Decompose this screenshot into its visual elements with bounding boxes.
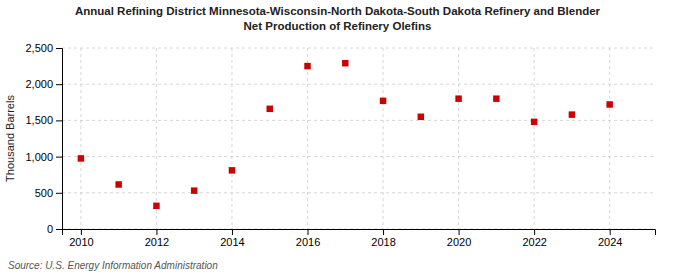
x-grid-line <box>458 48 459 229</box>
y-tick-mark <box>56 193 62 194</box>
x-tick-mark <box>308 229 309 235</box>
x-grid-line <box>383 48 384 229</box>
y-tick: 1,500 <box>25 114 62 126</box>
y-tick-mark <box>56 120 62 121</box>
y-grid-line <box>62 192 655 193</box>
y-tick-label: 2,000 <box>25 78 53 90</box>
x-tick: 2016 <box>296 229 320 248</box>
y-tick-label: 500 <box>35 187 53 199</box>
x-grid-line <box>609 48 610 229</box>
title: Annual Refining District Minnesota-Wisco… <box>75 5 601 17</box>
x-tick-label: 2020 <box>447 236 471 248</box>
point <box>266 106 272 112</box>
x-tick: 2024 <box>598 229 622 248</box>
points <box>78 60 613 209</box>
x-tick-label: 2022 <box>522 236 546 248</box>
point <box>569 111 575 117</box>
y-tick: 500 <box>35 187 62 199</box>
x-tick-mark <box>383 229 384 235</box>
y-axis: 0 500 1,000 1,500 2,000 2,500 <box>25 42 62 235</box>
x-tick: 2020 <box>447 229 471 248</box>
point <box>191 187 197 193</box>
x-tick-mark <box>610 229 611 235</box>
y-grid-line <box>62 156 655 157</box>
chart-container: Annual Refining District Minnesota-Wisco… <box>0 0 675 275</box>
title-group: Annual Refining District Minnesota-Wisco… <box>75 5 601 32</box>
point <box>229 167 235 173</box>
y-tick-mark <box>56 229 62 230</box>
y-grid-line <box>62 48 655 49</box>
x-tick-label: 2016 <box>296 236 320 248</box>
x-tick-mark <box>81 229 82 235</box>
x-axis: 2010 2012 2014 2016 2018 2020 2022 2024 <box>63 229 656 248</box>
y-tick-label: 2,500 <box>25 42 53 54</box>
y-tick: 2,500 <box>25 42 62 54</box>
x-tick-label: 2024 <box>598 236 622 248</box>
point <box>115 181 121 187</box>
y-tick-label: 0 <box>47 223 53 235</box>
x-tick: 2010 <box>69 229 93 248</box>
x-axis-line <box>63 230 656 236</box>
x-grid-line <box>534 48 535 229</box>
x-tick-mark <box>156 229 157 235</box>
y-tick-mark <box>56 84 62 85</box>
x-tick-mark <box>459 229 460 235</box>
y-axis-label: Thousand Barrels <box>4 95 16 182</box>
plot: 2010 2012 2014 2016 2018 2020 2022 2024 0 500 1,00… <box>4 42 656 248</box>
y-tick-label: 1,000 <box>25 151 53 163</box>
point <box>304 63 310 69</box>
point <box>418 114 424 120</box>
x-tick: 2012 <box>145 229 169 248</box>
chart: Annual Refining District Minnesota-Wisco… <box>0 0 675 275</box>
y-grid-line <box>62 120 655 121</box>
subtitle: Net Production of Refinery Olefins <box>244 20 432 32</box>
point <box>78 155 84 161</box>
annotation: Source: U.S. Energy Information Administ… <box>8 260 218 271</box>
x-grid-line <box>307 48 308 229</box>
x-tick-label: 2010 <box>69 236 93 248</box>
x-grid-line <box>80 48 81 229</box>
y-tick: 0 <box>47 223 62 235</box>
x-tick: 2018 <box>371 229 395 248</box>
x-tick-label: 2014 <box>220 236 244 248</box>
x-tick-label: 2018 <box>371 236 395 248</box>
y-tick-mark <box>56 157 62 158</box>
point <box>455 95 461 101</box>
y-tick-label: 1,500 <box>25 114 53 126</box>
point <box>380 98 386 104</box>
x-tick-label: 2012 <box>145 236 169 248</box>
grid <box>62 48 655 229</box>
point <box>493 95 499 101</box>
y-tick: 1,000 <box>25 151 62 163</box>
x-tick-mark <box>534 229 535 235</box>
point <box>531 119 537 125</box>
y-grid-line <box>62 84 655 85</box>
y-tick: 2,000 <box>25 78 62 90</box>
x-grid-line <box>231 48 232 229</box>
x-tick-mark <box>232 229 233 235</box>
point <box>606 101 612 107</box>
y-tick-mark <box>56 48 62 49</box>
y-axis-line <box>56 49 63 230</box>
point <box>153 203 159 209</box>
x-tick: 2022 <box>522 229 546 248</box>
point <box>342 60 348 66</box>
x-tick: 2014 <box>220 229 244 248</box>
x-grid-line <box>156 48 157 229</box>
